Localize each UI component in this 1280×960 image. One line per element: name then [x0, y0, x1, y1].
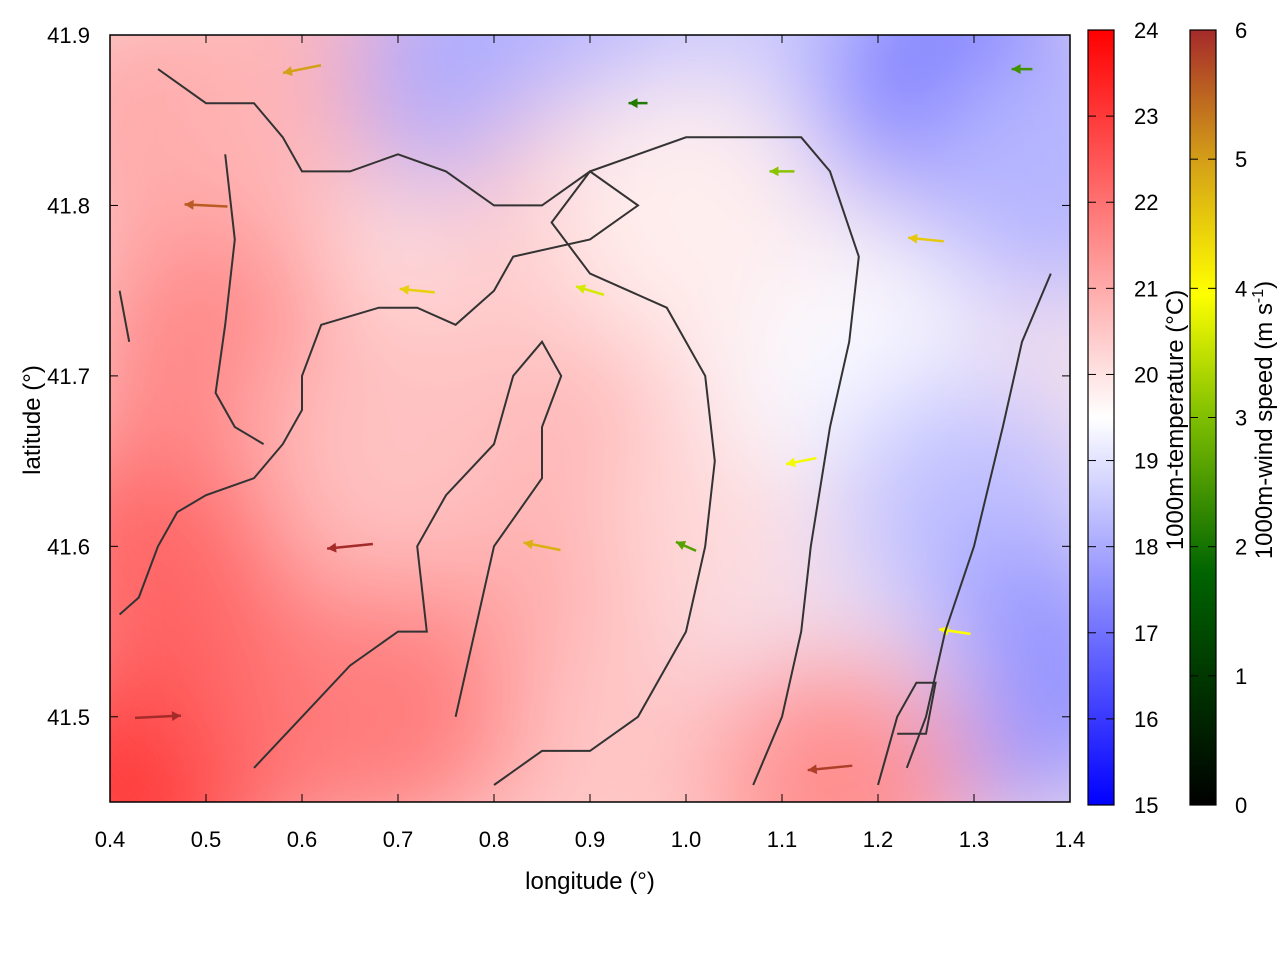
- wind-vector-3: [399, 284, 435, 295]
- colorbar-tick-label: 5: [1235, 147, 1247, 172]
- x-tick-label: 0.8: [479, 827, 510, 852]
- x-tick-label: 1.3: [959, 827, 990, 852]
- wind-vector-8: [769, 166, 795, 177]
- contour-line-4: [493, 136, 860, 786]
- x-tick-label: 0.4: [95, 827, 126, 852]
- temperature-sample-20: [450, 627, 730, 802]
- x-tick-label: 0.6: [287, 827, 318, 852]
- wind-label-main: 1000m-wind speed (m s: [1251, 303, 1278, 559]
- colorbar-tick-label: 15: [1134, 793, 1158, 818]
- wind-vector-4: [523, 539, 561, 552]
- wind-vector-14: [282, 64, 322, 76]
- wind-vector-9: [785, 456, 817, 468]
- wind-label-end: ): [1251, 281, 1278, 289]
- wind-label-sup: -1: [1250, 289, 1267, 303]
- colorbar-tick-label: 17: [1134, 621, 1158, 646]
- wind-colorbar: 0 1 2 3 4 5 6 1000m-wind speed (m s-1): [1189, 18, 1278, 818]
- x-tick-label: 1.1: [767, 827, 798, 852]
- contour-line-3: [253, 340, 563, 769]
- plot-area: 0.4 0.5 0.6 0.7 0.8 0.9 1.0 1.1 1.2 1.3 1.4 41.541…: [47, 23, 1086, 852]
- temperature-heatmap: [110, 35, 1070, 802]
- x-tick-label: 1.2: [863, 827, 894, 852]
- x-axis-label: longitude (°): [525, 868, 655, 895]
- colorbar-tick-label: 4: [1235, 276, 1247, 301]
- colorbar-tick-label: 24: [1134, 18, 1158, 43]
- x-tick-label: 1.0: [671, 827, 702, 852]
- colorbar-tick-label: 2: [1235, 535, 1247, 560]
- temperature-sample-23: [546, 65, 826, 346]
- contour-line-0: [118, 290, 131, 342]
- y-tick-label: 41.5: [47, 705, 90, 730]
- contour-layer: [118, 68, 1052, 786]
- temperature-colorbar-label: 1000m-temperature (°C): [1162, 290, 1189, 550]
- contour-line-5: [877, 681, 937, 786]
- temperature-sample-21: [238, 576, 519, 802]
- y-axis: 41.5 41.6 41.7 41.8 41.9: [47, 23, 1070, 730]
- colorbar-tick-label: 19: [1134, 449, 1158, 474]
- contour-line-6: [905, 273, 1052, 769]
- x-tick-label: 1.4: [1055, 827, 1086, 852]
- colorbar-tick-label: 16: [1134, 707, 1158, 732]
- colorbar-tick-label: 18: [1134, 535, 1158, 560]
- contour-line-2: [214, 154, 265, 445]
- wind-vector-2: [326, 542, 374, 553]
- wind-colorbar-label: 1000m-wind speed (m s-1): [1250, 281, 1278, 559]
- y-tick-label: 41.7: [47, 364, 90, 389]
- temperature-sample-19: [690, 644, 970, 802]
- wind-vector-layer: [134, 64, 1033, 775]
- wind-vector-1: [184, 199, 228, 210]
- wind-vector-6: [628, 98, 648, 109]
- wind-vector-12: [807, 764, 853, 775]
- temperature-colorbar: 15 16 17 18 19 20 21 22 23 24 1000m-temperature (…: [1087, 18, 1189, 818]
- colorbar-tick-label: 22: [1134, 190, 1158, 215]
- temperature-sample-10: [910, 35, 1070, 312]
- wind-vector-0: [134, 711, 182, 722]
- x-tick-label: 0.5: [191, 827, 222, 852]
- colorbar-tick-label: 6: [1235, 18, 1247, 43]
- x-tick-label: 0.9: [575, 827, 606, 852]
- x-tick-label: 0.7: [383, 827, 414, 852]
- temperature-colorbar-gradient: [1087, 29, 1115, 806]
- colorbar-tick-label: 20: [1134, 362, 1158, 387]
- temperature-sample-22: [258, 304, 538, 585]
- temperature-sample-2: [110, 406, 298, 687]
- colorbar-tick-label: 1: [1235, 664, 1247, 689]
- y-tick-label: 41.6: [47, 534, 90, 559]
- y-axis-label: latitude (°): [19, 365, 46, 475]
- wind-vector-5: [575, 284, 605, 297]
- colorbar-tick-label: 23: [1134, 104, 1158, 129]
- contour-line-1: [118, 68, 640, 616]
- colorbar-tick-label: 3: [1235, 406, 1247, 431]
- y-tick-label: 41.8: [47, 193, 90, 218]
- temperature-colorbar-ticks: 15 16 17 18 19 20 21 22 23 24: [1088, 18, 1158, 818]
- wind-vector-7: [675, 540, 697, 552]
- y-tick-label: 41.9: [47, 23, 90, 48]
- wind-colorbar-ticks: 0 1 2 3 4 5 6: [1190, 18, 1247, 818]
- colorbar-tick-label: 21: [1134, 276, 1158, 301]
- colorbar-tick-label: 0: [1235, 793, 1247, 818]
- x-axis: 0.4 0.5 0.6 0.7 0.8 0.9 1.0 1.1 1.2 1.3 1.4: [95, 35, 1086, 852]
- wind-vector-13: [1011, 64, 1033, 75]
- wind-vector-10: [908, 233, 944, 244]
